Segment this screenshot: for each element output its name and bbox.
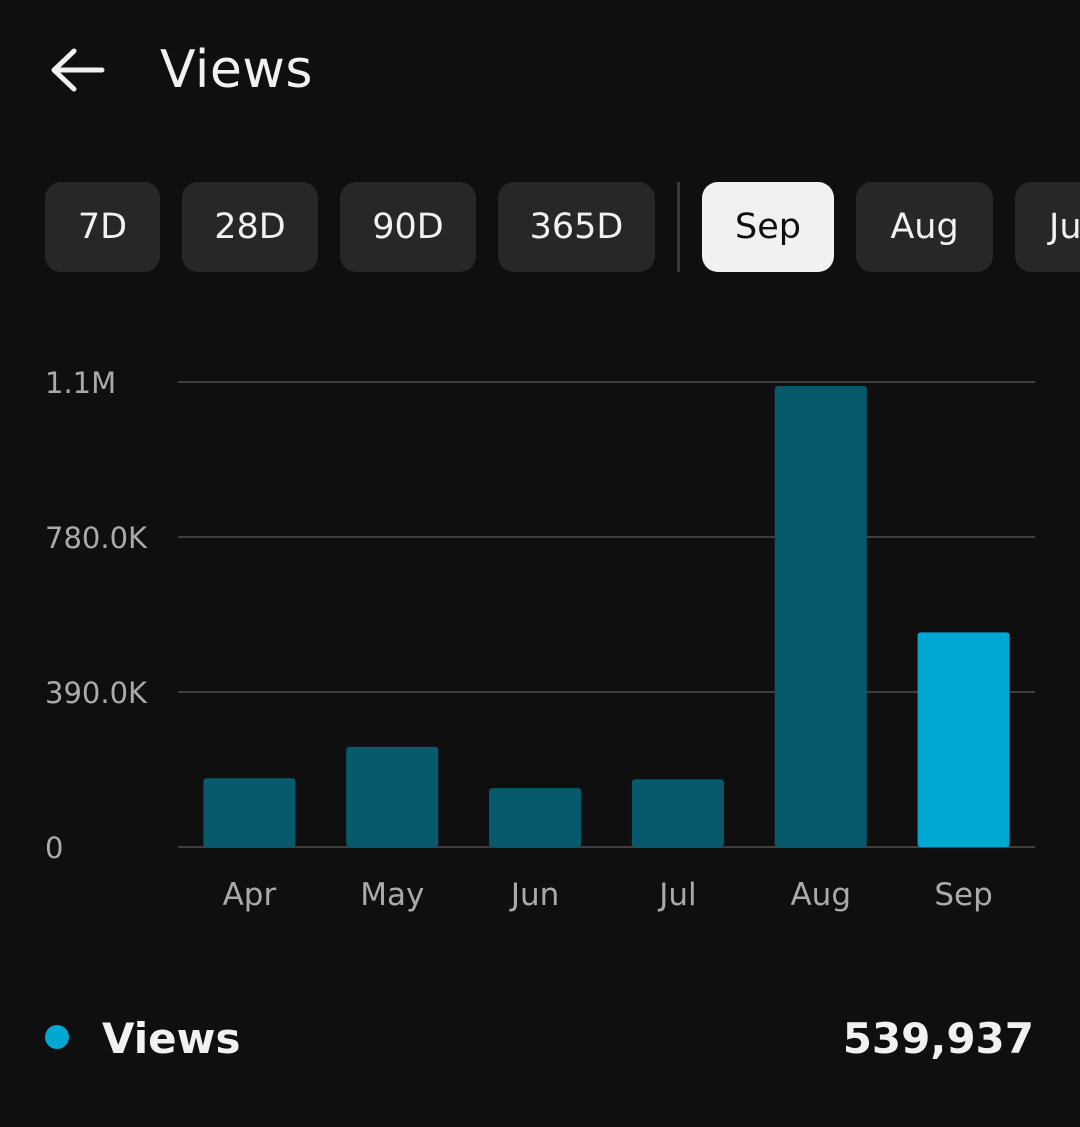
legend: Views 539,937 [0,1000,1080,1080]
y-tick-label: 390.0K [45,676,148,710]
chip-7d[interactable]: 7D [45,182,160,272]
views-bar-chart: 0 390.0K 780.0K 1.1M Apr May Jun Jul Aug Sep [45,366,1035,913]
bar-may [346,746,439,847]
bar-aug [774,385,867,847]
page-title: Views [160,40,313,100]
chip-divider [677,182,680,272]
back-button[interactable] [40,34,116,106]
views-chart: 0 390.0K 780.0K 1.1M Apr May Jun Jul Aug Sep [0,330,1080,950]
chip-28d[interactable]: 28D [182,182,318,272]
chip-90d[interactable]: 90D [340,182,476,272]
bar-apr [203,778,296,847]
legend-value: 539,937 [842,1014,1034,1063]
y-tick-label: 0 [45,831,63,865]
chip-aug[interactable]: Aug [856,182,993,272]
x-tick-label: Aug [790,877,851,913]
chip-sep[interactable]: Sep [702,182,834,272]
bar-jun [489,788,582,847]
y-tick-label: 780.0K [45,521,148,555]
bar-jul [631,779,724,847]
x-tick-label: Sep [934,877,992,913]
y-tick-label: 1.1M [45,366,116,400]
x-tick-label: Jun [509,877,559,913]
bar-sep [917,632,1010,847]
header: Views [0,0,1080,140]
legend-dot [45,1025,69,1049]
period-chips: 7D 28D 90D 365D Sep Aug Ju [0,182,1080,272]
x-tick-label: Jul [657,877,696,913]
legend-label: Views [102,1014,241,1063]
arrow-left-icon [51,48,105,92]
chip-jul[interactable]: Ju [1015,182,1080,272]
x-tick-label: May [360,877,424,913]
chip-365d[interactable]: 365D [498,182,655,272]
x-tick-label: Apr [223,877,277,913]
